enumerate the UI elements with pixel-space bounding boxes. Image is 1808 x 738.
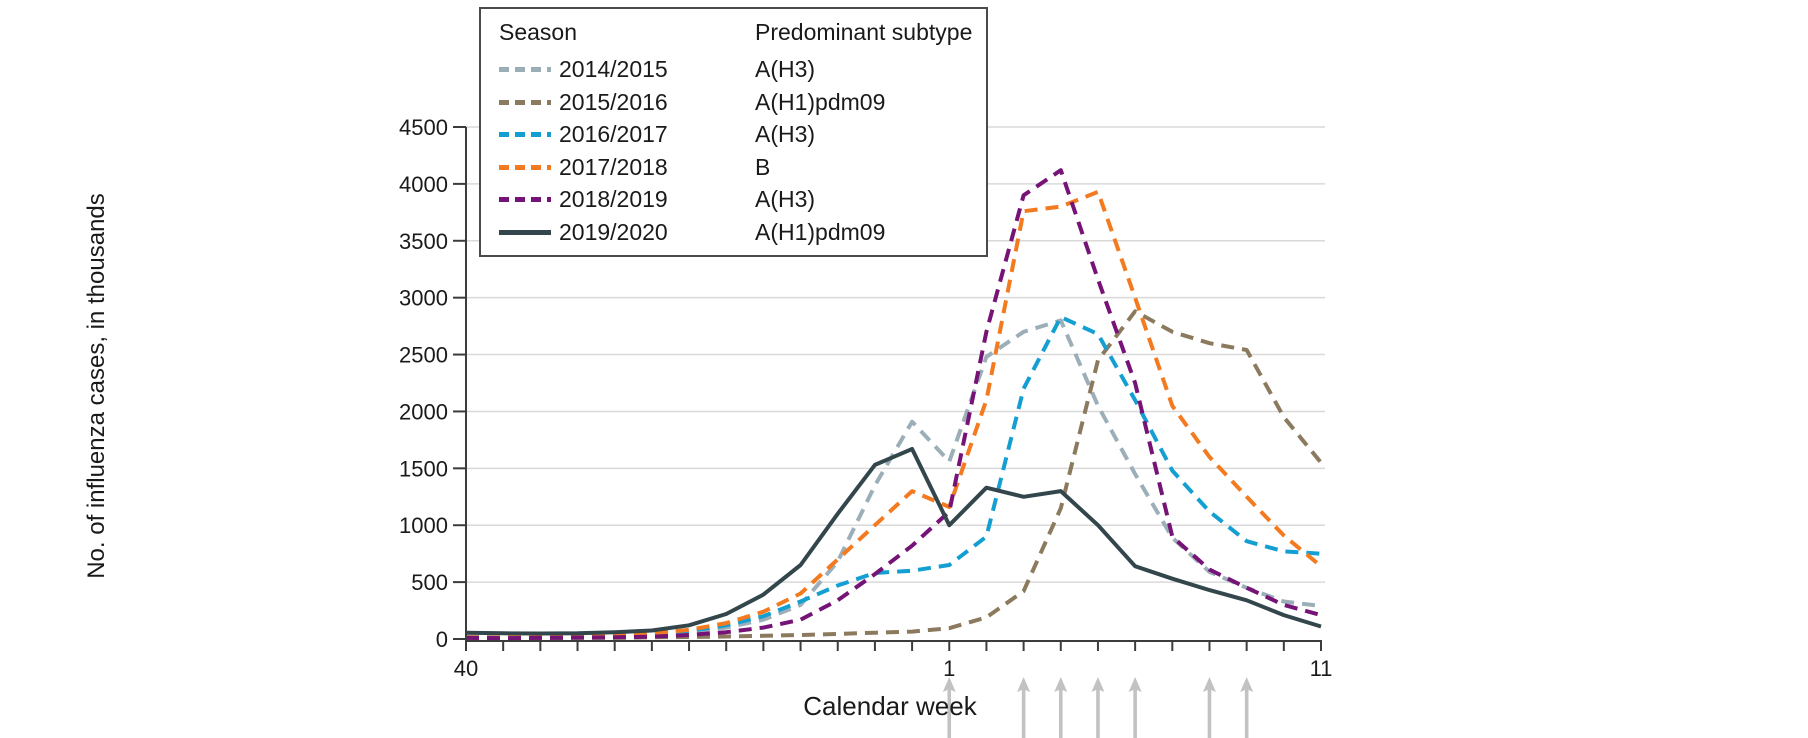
legend-header: Season Predominant subtype [481,19,986,47]
legend-row-2016-2017: 2016/2017 A(H3) [481,118,986,151]
legend-season-label: 2018/2019 [559,186,668,212]
intervention-arrow-week-1 [942,677,956,738]
legend-row-2015-2016: 2015/2016 A(H1)pdm09 [481,86,986,119]
y-tick-label-4500: 4500 [399,115,448,140]
series-line-2018-2019 [465,168,1322,641]
intervention-arrow-week-6 [1128,677,1142,738]
series-line-2014-2015 [465,318,1322,640]
intervention-arrow-week-5 [1091,677,1105,738]
x-axis-title: Calendar week [803,691,977,721]
legend-rows: 2014/2015 A(H3) 2015/2016 A(H1)pdm09 2016/20… [481,53,986,248]
dashed-line-swatch-icon [499,132,551,137]
legend-row-2019-2020: 2019/2020 A(H1)pdm09 [481,216,986,249]
y-tick-label-1500: 1500 [399,456,448,481]
dashed-line-swatch-icon [499,99,551,105]
legend-row-2017-2018: 2017/2018 B [481,151,986,184]
y-tick-label-3000: 3000 [399,286,448,311]
legend-row-2014-2015: 2014/2015 A(H3) [481,53,986,86]
y-tick-label-2000: 2000 [399,399,448,424]
dashed-line-swatch-icon [499,197,551,202]
intervention-arrow-week-8 [1202,677,1216,738]
legend-subtype-label: A(H3) [755,56,816,82]
solid-line-swatch-icon [499,229,551,235]
x-tick-label-40: 40 [454,656,478,681]
legend-season-label: 2014/2015 [559,56,668,82]
legend-season-label: 2017/2018 [559,153,668,180]
intervention-arrow-week-3 [1017,677,1031,738]
y-tick-label-500: 500 [411,570,448,595]
legend-subtype-label: A(H1)pdm09 [755,88,886,115]
series-line-2016-2017 [465,315,1322,640]
y-tick-label-1000: 1000 [399,513,448,538]
x-tick-label-1: 1 [943,656,955,681]
legend-season-label: 2019/2020 [559,218,668,245]
y-tick-label-0: 0 [436,627,448,652]
legend: Season Predominant subtype 2014/2015 A(H3… [479,7,988,257]
dashed-line-swatch-icon [499,164,551,170]
intervention-arrow-week-4 [1054,677,1068,738]
legend-season-label: 2016/2017 [559,121,668,147]
series-line-2015-2016 [465,309,1323,641]
legend-subtype-label: A(H1)pdm09 [755,218,886,245]
intervention-arrow-week-9 [1240,677,1254,738]
legend-subtype-label: A(H3) [755,186,816,212]
legend-row-2018-2019: 2018/2019 A(H3) [481,183,986,216]
x-tick-label-11: 11 [1310,656,1333,681]
y-tick-label-2500: 2500 [399,343,448,368]
series-line-2019-2020 [465,447,1322,636]
legend-subtype-header: Predominant subtype [755,19,973,45]
legend-subtype-label: B [755,153,771,180]
series-line-2017-2018 [465,189,1323,640]
y-tick-label-4000: 4000 [399,172,448,197]
legend-season-label: 2015/2016 [559,88,668,115]
y-tick-label-3500: 3500 [399,229,448,254]
legend-subtype-label: A(H3) [755,121,816,147]
legend-season-header: Season [499,19,578,45]
y-axis-title: No. of influenza cases, in thousands [83,193,110,579]
dashed-line-swatch-icon [499,67,551,72]
